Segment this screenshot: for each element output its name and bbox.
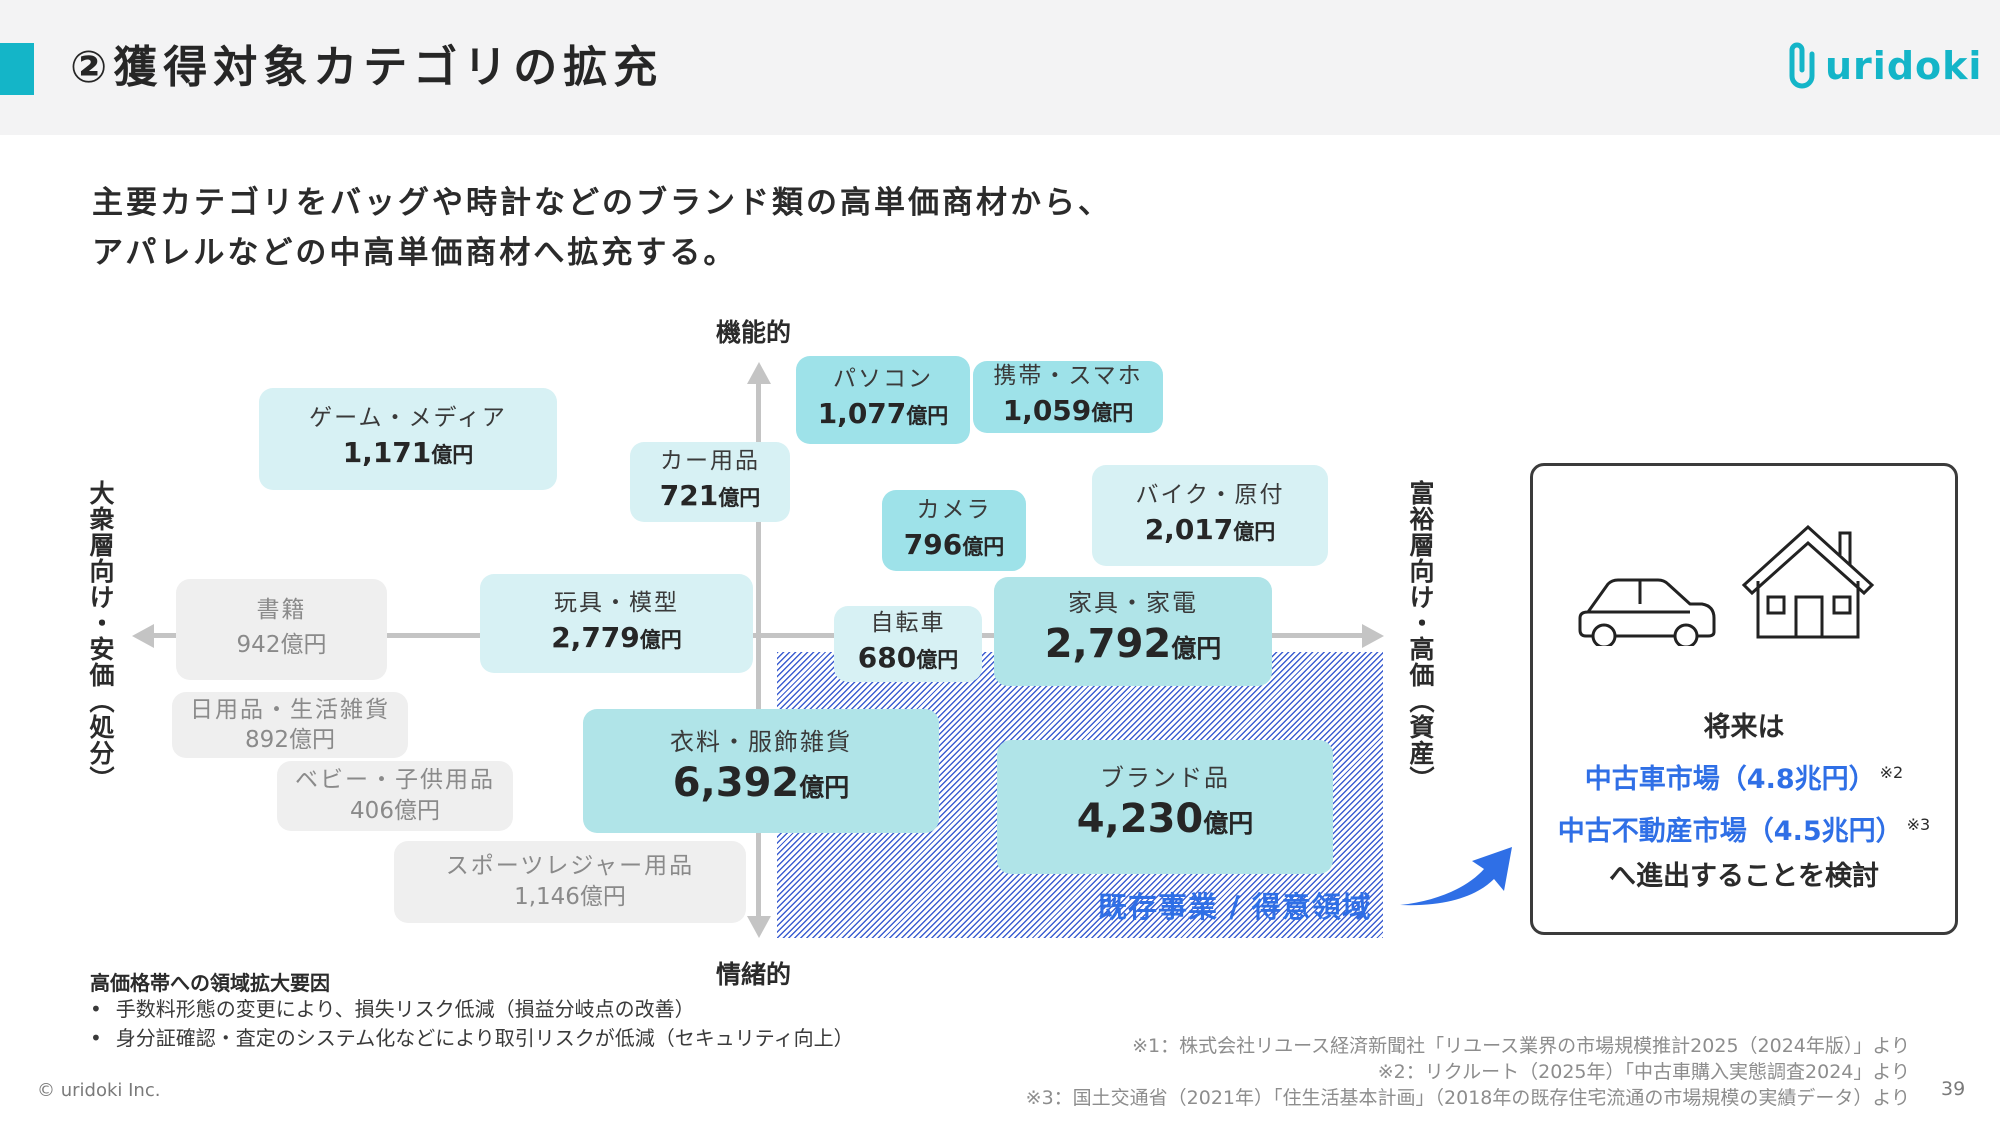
category-name: ゲーム・メディア [309,405,507,431]
title-accent-bar [0,43,34,95]
category-value: 721億円 [659,479,761,512]
category-name: スポーツレジャー用品 [445,853,695,879]
category-books: 書籍 942億円 [176,579,387,680]
category-name: ブランド品 [1100,764,1230,792]
page-number: 39 [1941,1078,1966,1100]
category-name: バイク・原付 [1135,481,1285,508]
arrow-up-icon [747,362,771,384]
category-value: 4,230億円 [1076,796,1254,842]
axis-label-right: 富裕層向け・高価（資産） [1406,480,1435,792]
note-2: ※2：リクルート（2025年）「中古車購入実態調査2024」より [1377,1061,1910,1083]
car-icon [1578,578,1716,646]
arrow-left-icon [132,624,154,648]
vertical-axis [756,370,761,925]
category-bicycle: 自転車 680億円 [834,606,982,682]
category-name: 書籍 [256,596,307,623]
category-name: 衣料・服飾雑貨 [670,728,852,756]
factors-list: 手数料形態の変更により、損失リスク低減（損益分岐点の改善） 身分証確認・査定のシ… [90,995,854,1053]
future-expansion-box [1530,463,1958,935]
category-name: 自転車 [870,610,946,636]
uridoki-logo: uridoki [1787,40,1982,92]
category-furniture-appliances: 家具・家電 2,792億円 [994,577,1272,686]
category-camera: カメラ 796億円 [882,490,1026,571]
category-motorbike: バイク・原付 2,017億円 [1092,465,1328,566]
house-icon [1741,525,1875,639]
note-3: ※3：国土交通省（2021年）「住生活基本計画」（2018年の既存住宅流通の市場… [1025,1087,1910,1109]
note-1: ※1：株式会社リユース経済新聞社「リユース業界の市場規模推計2025（2024年… [1132,1035,1910,1057]
future-line-1: 将来は [1703,712,1785,743]
category-value: 6,392億円 [672,760,850,806]
category-mobile-smartphone: 携帯・スマホ 1,059億円 [973,361,1163,433]
category-baby-kids: ベビー・子供用品 406億円 [277,761,513,831]
axis-label-left: 大衆層向け・安価（処分） [86,480,115,792]
header-bar [0,0,2000,135]
category-value: 892億円 [245,727,335,753]
category-name: 携帯・スマホ [993,363,1143,389]
future-line-2: 中古車市場（4.8兆円） ※2 [1584,763,1904,795]
category-name: パソコン [833,366,933,392]
category-name: 家具・家電 [1068,588,1198,617]
category-value: 1,171億円 [342,436,474,469]
expansion-arrow-icon [1400,847,1512,906]
arrow-down-icon [747,916,771,938]
category-value: 1,146億円 [514,884,626,910]
category-name: 玩具・模型 [554,589,679,616]
category-value: 2,017億円 [1144,512,1276,546]
logo-clip-icon [1789,42,1815,89]
factor-item: 身分証確認・査定のシステム化などにより取引リスクが低減（セキュリティ向上） [90,1024,854,1053]
category-value: 406億円 [350,798,440,824]
category-daily-goods: 日用品・生活雑貨 892億円 [172,692,408,758]
lead-line-1: 主要カテゴリをバッグや時計などのブランド類の高単価商材から、 [92,185,1112,221]
category-value: 680億円 [857,641,959,674]
category-pc: パソコン 1,077億円 [796,356,970,444]
future-line-4: へ進出することを検討 [1609,861,1879,892]
category-name: ベビー・子供用品 [295,767,495,793]
category-car-accessories: カー用品 721億円 [630,442,790,522]
future-expansion-text: 将来は 中古車市場（4.8兆円） ※2 中古不動産市場（4.5兆円） ※3 へ進出す… [1530,705,1958,899]
logo-text: uridoki [1825,44,1983,88]
category-game-media: ゲーム・メディア 1,171億円 [259,388,557,490]
lead-text: 主要カテゴリをバッグや時計などのブランド類の高単価商材から、 アパレルなどの中高… [92,178,1112,278]
arrow-right-icon [1362,624,1384,648]
future-line-3: 中古不動産市場（4.5兆円） ※3 [1557,815,1931,847]
category-sports-leisure: スポーツレジャー用品 1,146億円 [394,841,746,923]
category-toys-models: 玩具・模型 2,779億円 [480,574,753,673]
category-value: 796億円 [903,527,1005,561]
category-brand-goods: ブランド品 4,230億円 [997,740,1333,874]
category-name: カー用品 [660,448,760,474]
category-value: 942億円 [236,631,327,658]
category-value: 2,779億円 [551,620,682,654]
existing-business-label: 既存事業 / 得意領域 [1098,890,1372,924]
category-value: 1,077億円 [817,397,949,430]
category-name: 日用品・生活雑貨 [190,697,390,723]
category-value: 2,792億円 [1044,620,1222,667]
page-title: ②獲得対象カテゴリの拡充 [70,42,664,93]
axis-label-top: 機能的 [716,318,792,347]
category-apparel: 衣料・服飾雑貨 6,392億円 [583,709,939,833]
category-value: 1,059億円 [1002,394,1134,427]
source-notes: ※1：株式会社リユース経済新聞社「リユース業界の市場規模推計2025（2024年… [1026,1033,1910,1111]
axis-label-bottom: 情緒的 [716,960,792,989]
category-name: カメラ [916,496,992,523]
factors-title: 高価格帯への領域拡大要因 [90,971,330,995]
copyright: © uridoki Inc. [37,1080,161,1101]
lead-line-2: アパレルなどの中高単価商材へ拡充する。 [92,235,738,271]
factor-item: 手数料形態の変更により、損失リスク低減（損益分岐点の改善） [90,995,854,1024]
